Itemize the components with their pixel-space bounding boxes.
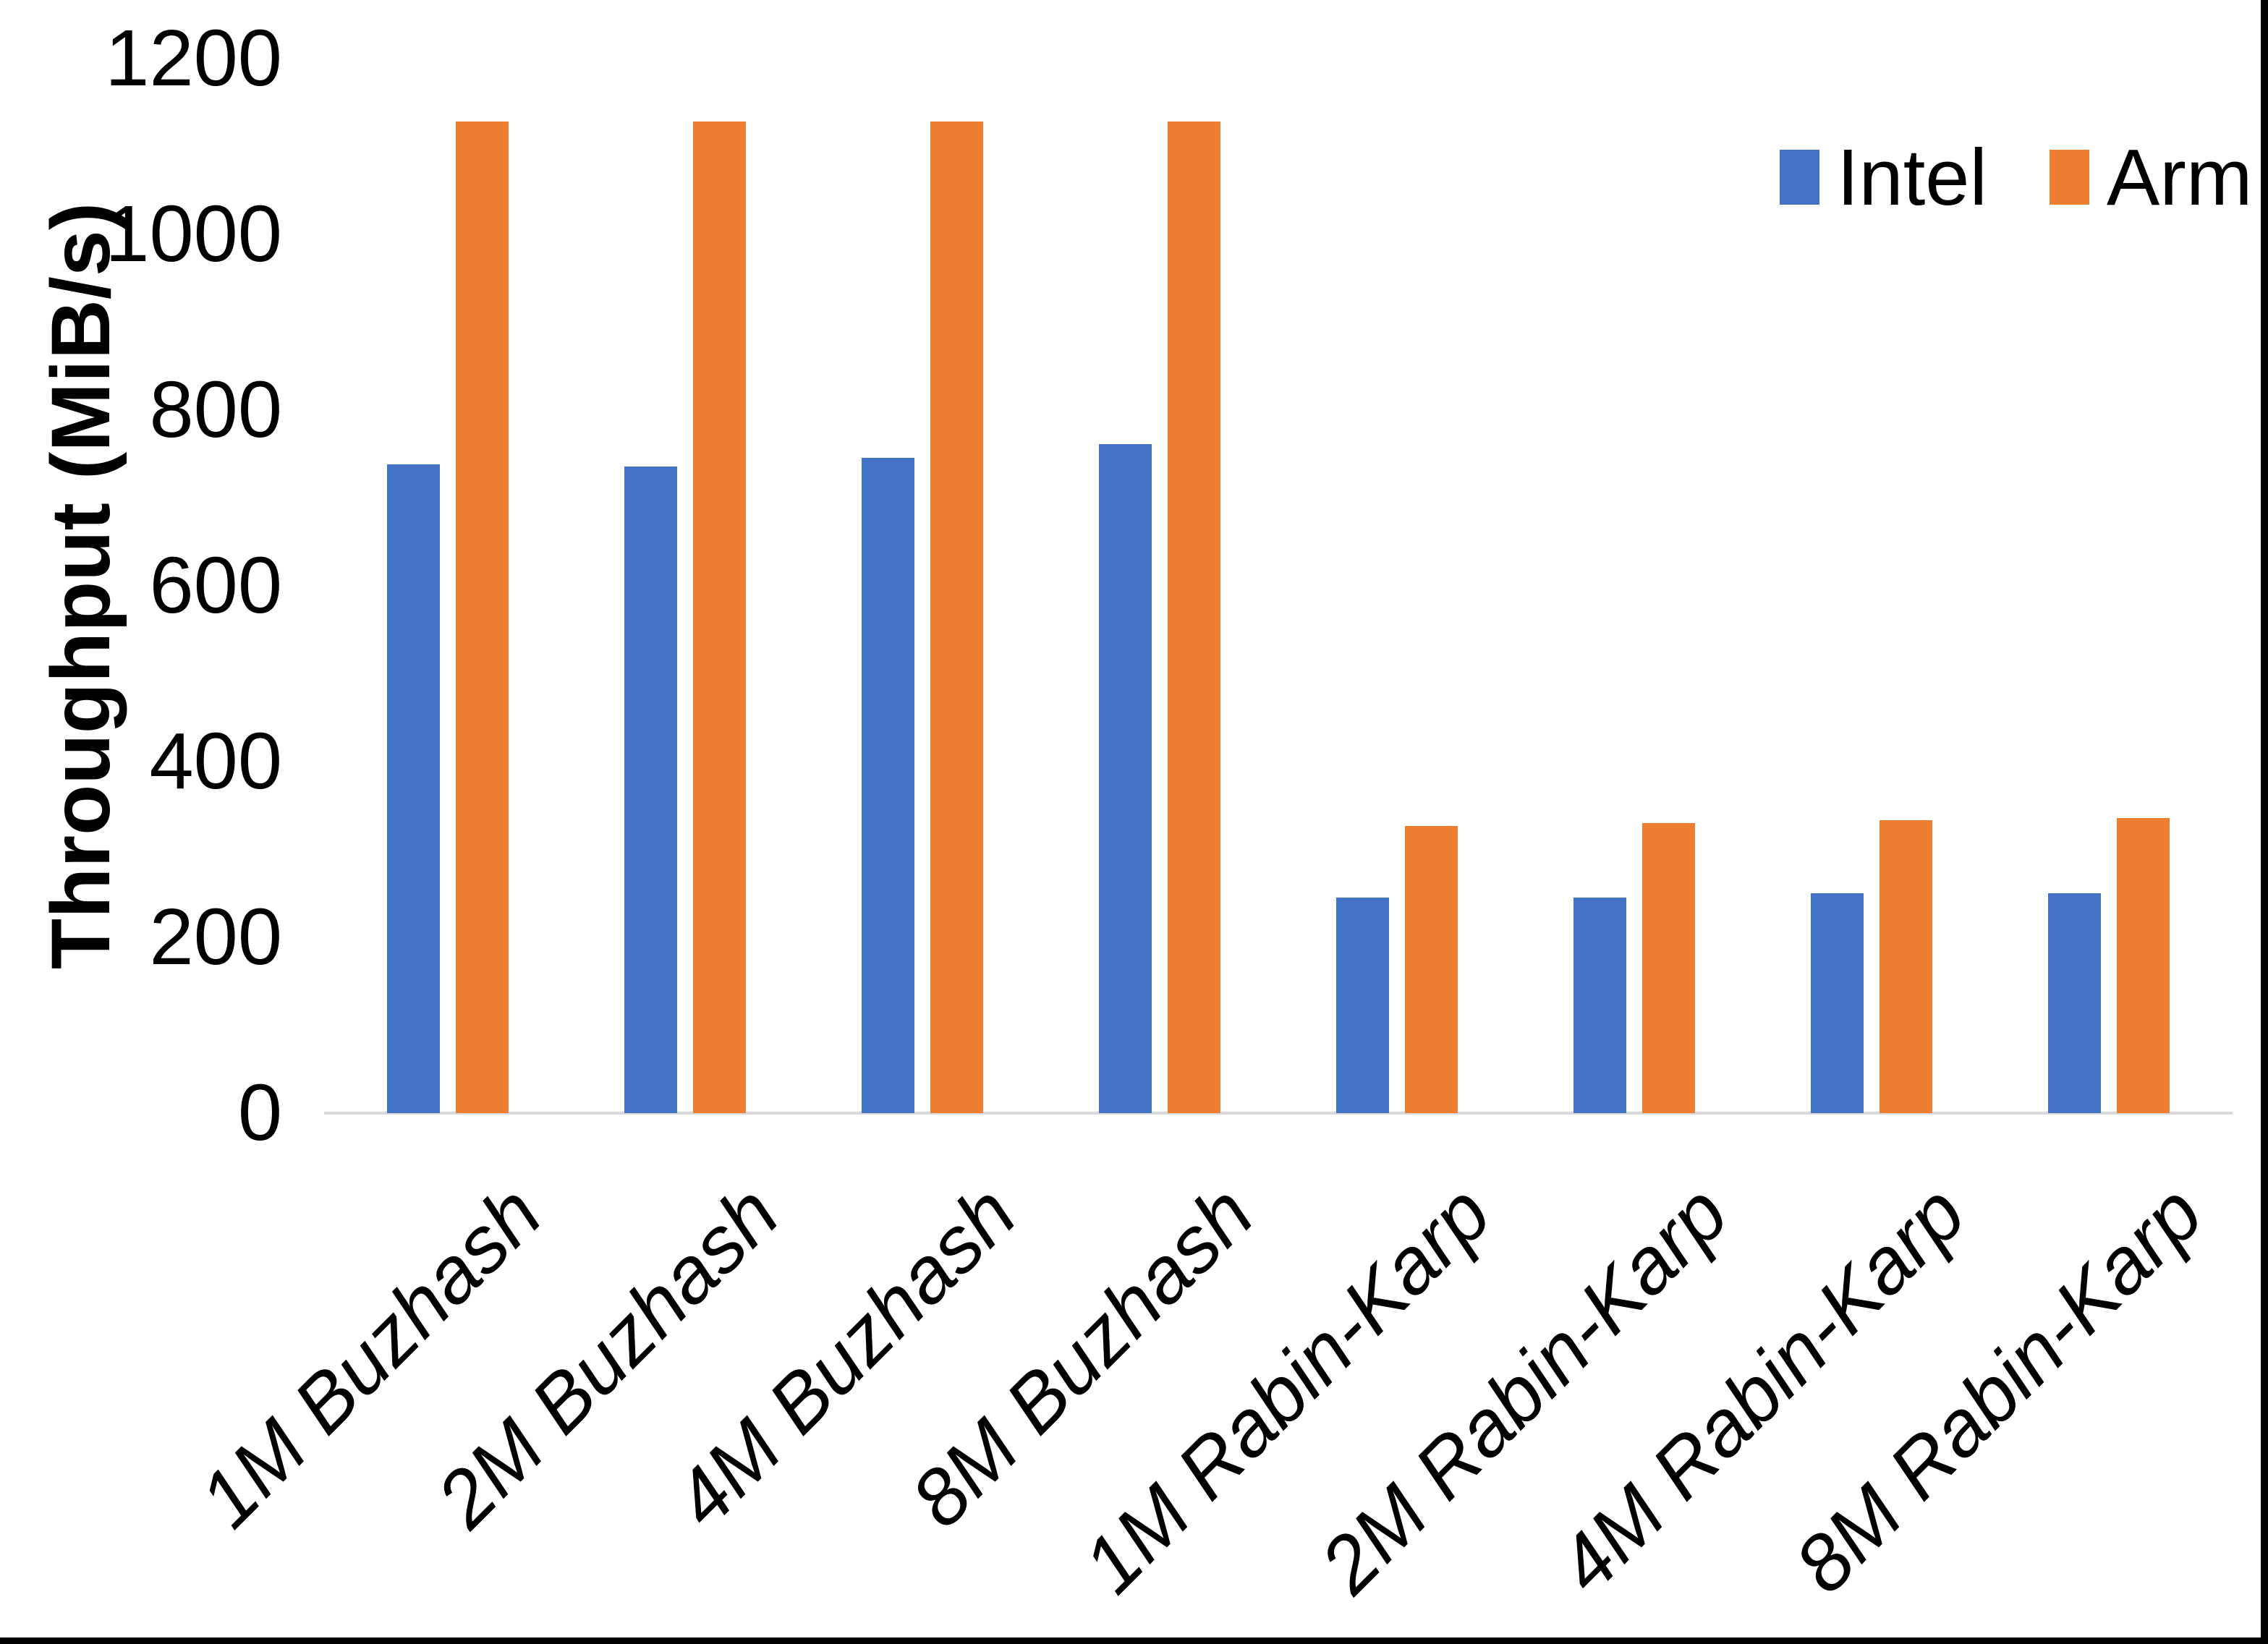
bar-arm-8m-buzhash xyxy=(1168,122,1220,1113)
legend: Intel Arm xyxy=(1780,132,2253,222)
bar-arm-2m-rabin-karp xyxy=(1642,823,1695,1113)
bar-arm-8m-rabin-karp xyxy=(2117,817,2170,1113)
bar-intel-4m-rabin-karp xyxy=(1811,893,1864,1113)
bar-intel-1m-buzhash xyxy=(387,464,440,1113)
bar-intel-1m-rabin-karp xyxy=(1336,898,1389,1113)
bar-intel-2m-buzhash xyxy=(624,466,677,1113)
y-tick-label-1000: 1000 xyxy=(105,189,282,278)
screen-border-right xyxy=(2261,0,2268,1644)
bar-arm-2m-buzhash xyxy=(693,122,746,1113)
bar-intel-8m-rabin-karp xyxy=(2048,893,2101,1113)
bar-arm-4m-buzhash xyxy=(930,122,983,1113)
legend-swatch-arm xyxy=(2049,150,2089,205)
legend-label-intel: Intel xyxy=(1837,132,1987,222)
bar-arm-4m-rabin-karp xyxy=(1880,820,1932,1113)
bar-intel-4m-buzhash xyxy=(862,457,914,1113)
bar-intel-8m-buzhash xyxy=(1099,444,1152,1113)
x-axis-line xyxy=(324,1112,2233,1115)
x-category-label-1m-buzhash: 1M Buzhash xyxy=(182,1168,558,1544)
legend-label-arm: Arm xyxy=(2106,132,2253,222)
y-tick-label-1200: 1200 xyxy=(105,14,282,103)
y-tick-label-200: 200 xyxy=(149,893,282,981)
y-tick-label-800: 800 xyxy=(149,365,282,454)
y-tick-label-600: 600 xyxy=(149,541,282,630)
y-tick-label-400: 400 xyxy=(149,717,282,806)
legend-swatch-intel xyxy=(1780,150,1819,205)
y-tick-label-0: 0 xyxy=(237,1068,282,1157)
screen-border-bottom xyxy=(0,1637,2268,1644)
bar-arm-1m-buzhash xyxy=(456,122,509,1113)
bar-intel-2m-rabin-karp xyxy=(1573,898,1626,1113)
bar-arm-1m-rabin-karp xyxy=(1405,825,1458,1113)
